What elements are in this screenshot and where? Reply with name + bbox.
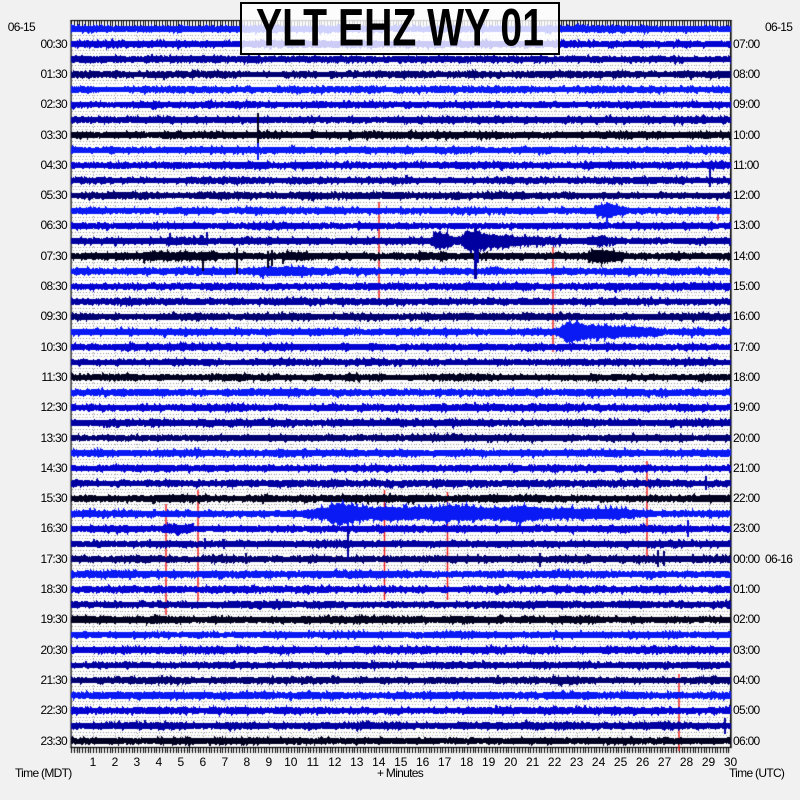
svg-text:YLT EHZ WY 01: YLT EHZ WY 01: [256, 2, 544, 55]
